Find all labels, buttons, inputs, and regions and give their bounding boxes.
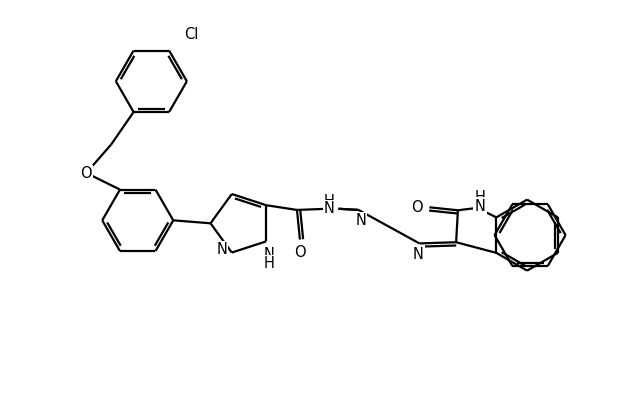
Text: N: N	[264, 247, 275, 262]
Text: O: O	[412, 200, 423, 215]
Text: O: O	[294, 245, 306, 260]
Text: H: H	[475, 190, 486, 205]
Text: O: O	[81, 166, 92, 181]
Text: H: H	[324, 193, 335, 208]
Text: N: N	[475, 198, 486, 214]
Text: H: H	[264, 256, 275, 271]
Text: N: N	[355, 213, 366, 228]
Text: N: N	[216, 242, 227, 257]
Text: Cl: Cl	[184, 27, 198, 42]
Text: N: N	[413, 246, 424, 261]
Text: N: N	[324, 201, 335, 216]
